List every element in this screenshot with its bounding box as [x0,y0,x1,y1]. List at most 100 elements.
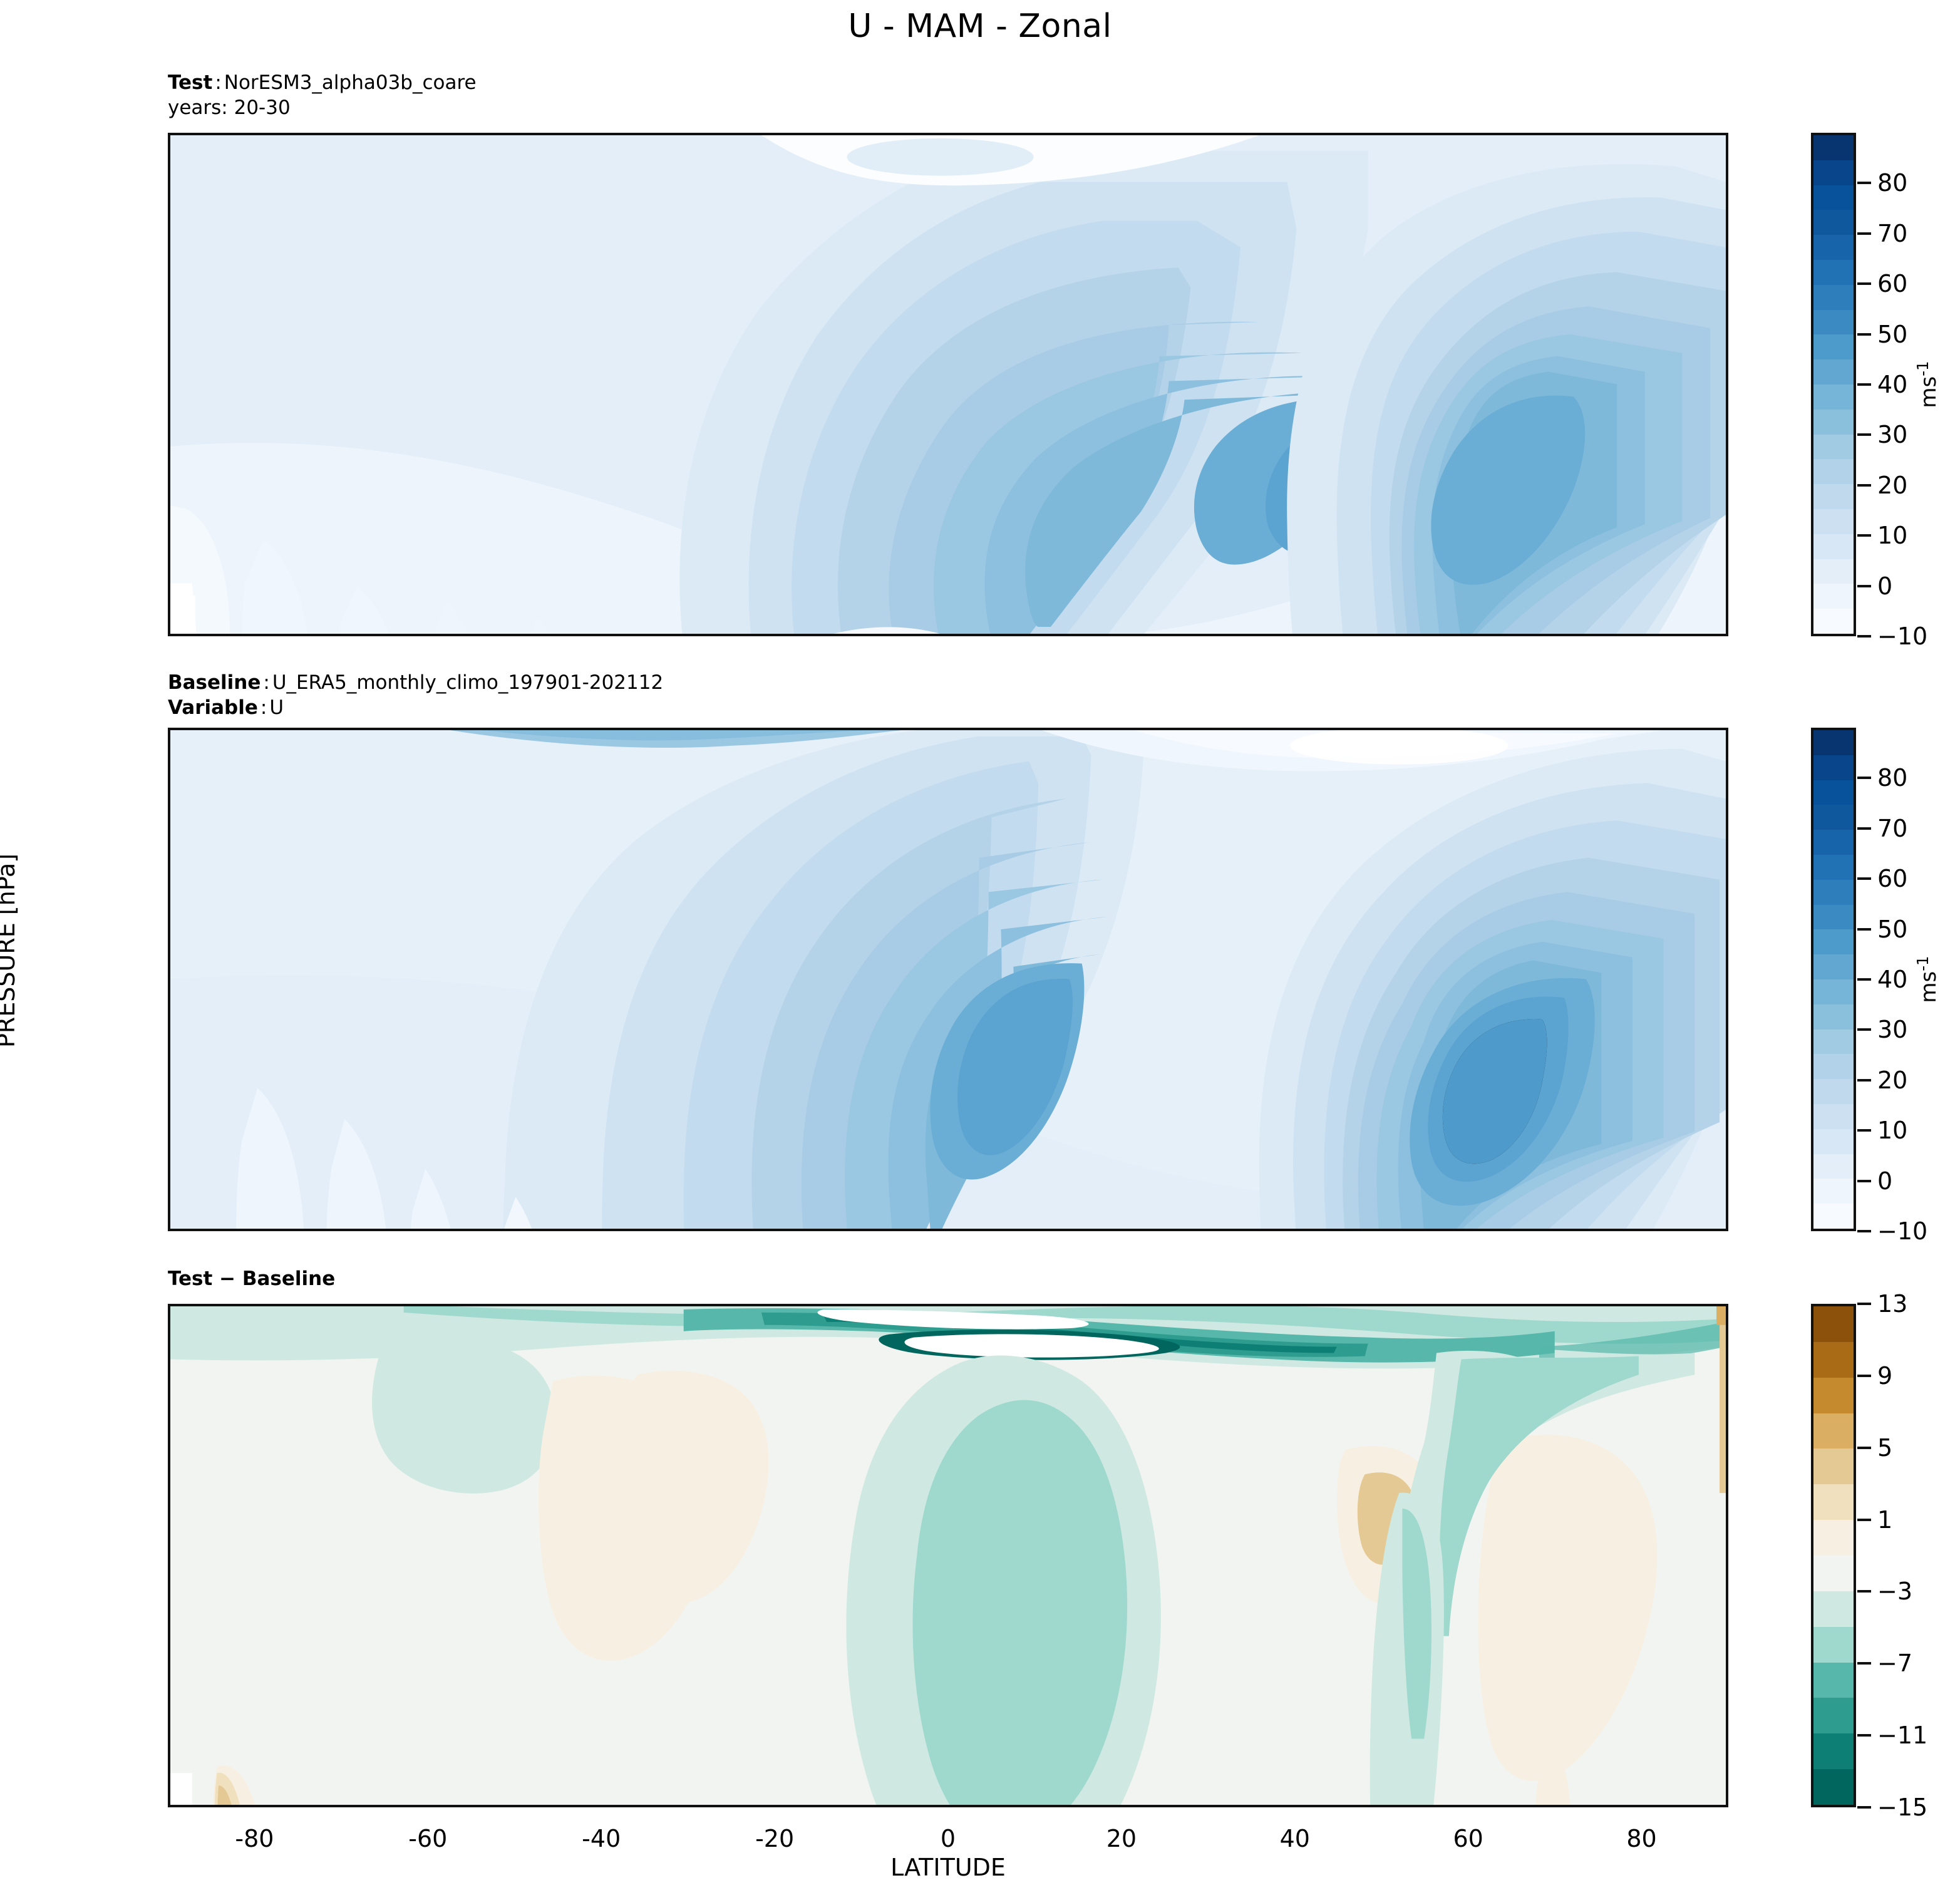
colorbar-segment [1813,954,1854,979]
colorbar-tick-label: −3 [1877,1577,1913,1606]
y-tick-model-level [168,184,170,187]
y-tick-model-level [168,759,170,762]
colorbar-tick [1857,1303,1871,1305]
x-tick [429,1805,431,1807]
colorbar-tick [1857,383,1871,386]
panel-difference-axes[interactable]: 2004006008001000 [168,1304,1728,1807]
y-tick-major [168,1031,170,1033]
x-tick [1123,634,1125,636]
colorbar-segment [1813,1556,1854,1591]
colorbar-segment [1813,1054,1854,1080]
colorbar-segment [1813,210,1854,235]
colorbar-tick [1857,333,1871,336]
colorbar-tick-label: −7 [1877,1650,1913,1678]
x-tick-label: -60 [408,1825,448,1852]
x-tick [602,634,605,636]
panel-test-value: NorESM3_alpha03b_coare [224,71,477,94]
y-tick-major [168,931,170,933]
y-tick-major [168,436,170,438]
colorbar-test[interactable] [1811,133,1856,636]
colorbar-segment [1813,855,1854,880]
colorbar-tick-label: 80 [1877,169,1908,197]
x-tick [602,1229,605,1231]
panel-baseline-axes[interactable]: 2004006008001000 [168,728,1728,1231]
colorbar-tick [1857,1129,1871,1132]
y-tick-model-level [168,1107,170,1109]
y-tick-model-level [168,855,170,857]
y-tick-model-level [168,746,170,749]
colorbar-tick-label: 0 [1877,572,1893,600]
colorbar-segment [1813,1341,1854,1378]
colorbar-tick-label: 20 [1877,1066,1908,1094]
colorbar-tick [1857,433,1871,436]
y-tick-model-level [168,1633,170,1635]
y-tick-model-level [168,562,170,564]
colorbar-tick [1857,534,1871,537]
x-tick [1296,1805,1299,1807]
y-tick-model-level [168,1683,170,1685]
colorbar-tick-label: 5 [1877,1433,1893,1462]
colorbar-segment [1813,1413,1854,1449]
x-tick [1470,634,1472,636]
x-tick [602,1805,605,1807]
colorbar-segment [1813,1104,1854,1129]
colorbar-segment [1813,830,1854,855]
colorbar-tick-label: 50 [1877,915,1908,943]
panel-test-key: Test [168,71,213,94]
y-tick-model-level [168,1733,170,1735]
colorbar-baseline[interactable] [1811,728,1856,1231]
x-tick-label: 40 [1279,1825,1310,1852]
colorbar-segment [1813,1662,1854,1698]
colorbar-tick [1857,978,1871,981]
colorbar-tick [1857,1590,1871,1593]
colorbar-tick [1857,483,1871,487]
x-tick [1296,1229,1299,1231]
y-tick-model-level [168,1381,170,1383]
colorbar-tick [1857,777,1871,780]
colorbar-segment [1813,1306,1854,1342]
colorbar-tick-label: 50 [1877,320,1908,348]
colorbar-segment [1813,135,1854,160]
y-tick-model-level [168,1355,170,1358]
colorbar-segment [1813,805,1854,830]
y-tick-model-level [168,1557,170,1559]
colorbar-segment [1813,1004,1854,1030]
page-title: U - MAM - Zonal [848,8,1112,45]
colorbar-segment [1813,1179,1854,1204]
colorbar-tick-label: 30 [1877,1016,1908,1044]
colorbar-tick [1857,1734,1871,1737]
y-tick-model-level [168,1056,170,1059]
colorbar-segment [1813,359,1854,385]
x-tick [949,1805,952,1807]
colorbar-tick-label: 13 [1877,1290,1908,1318]
colorbar-tick [1857,1374,1871,1377]
x-tick-label: -20 [755,1825,795,1852]
x-tick [429,634,431,636]
colorbar-tick [1857,232,1871,235]
colorbar-tick [1857,1028,1871,1031]
colorbar-tick [1857,877,1871,880]
colorbar-tick-label: 9 [1877,1361,1893,1390]
colorbar-tick [1857,584,1871,587]
y-tick-model-level [168,152,170,154]
colorbar-segment [1813,559,1854,584]
x-tick [255,1805,258,1807]
colorbar-segment [1813,929,1854,955]
y-tick-model-level [168,981,170,983]
colorbar-segment [1813,534,1854,559]
colorbar-segment [1813,780,1854,805]
y-tick-model-level [168,512,170,514]
colorbar-tick-label: 0 [1877,1167,1893,1195]
colorbar-segment [1813,609,1854,634]
colorbar-difference[interactable] [1811,1304,1856,1807]
panel-test-axes[interactable]: 2004006008001000 [168,133,1728,636]
x-axis-label: LATITUDE [890,1854,1006,1881]
colorbar-tick-label: 60 [1877,865,1908,893]
x-tick [776,1229,778,1231]
colorbar-tick [1857,1446,1871,1449]
panel-variable-value: U [269,696,284,720]
x-tick [949,634,952,636]
colorbar-segment [1813,1079,1854,1104]
y-tick-model-level [168,1771,170,1774]
